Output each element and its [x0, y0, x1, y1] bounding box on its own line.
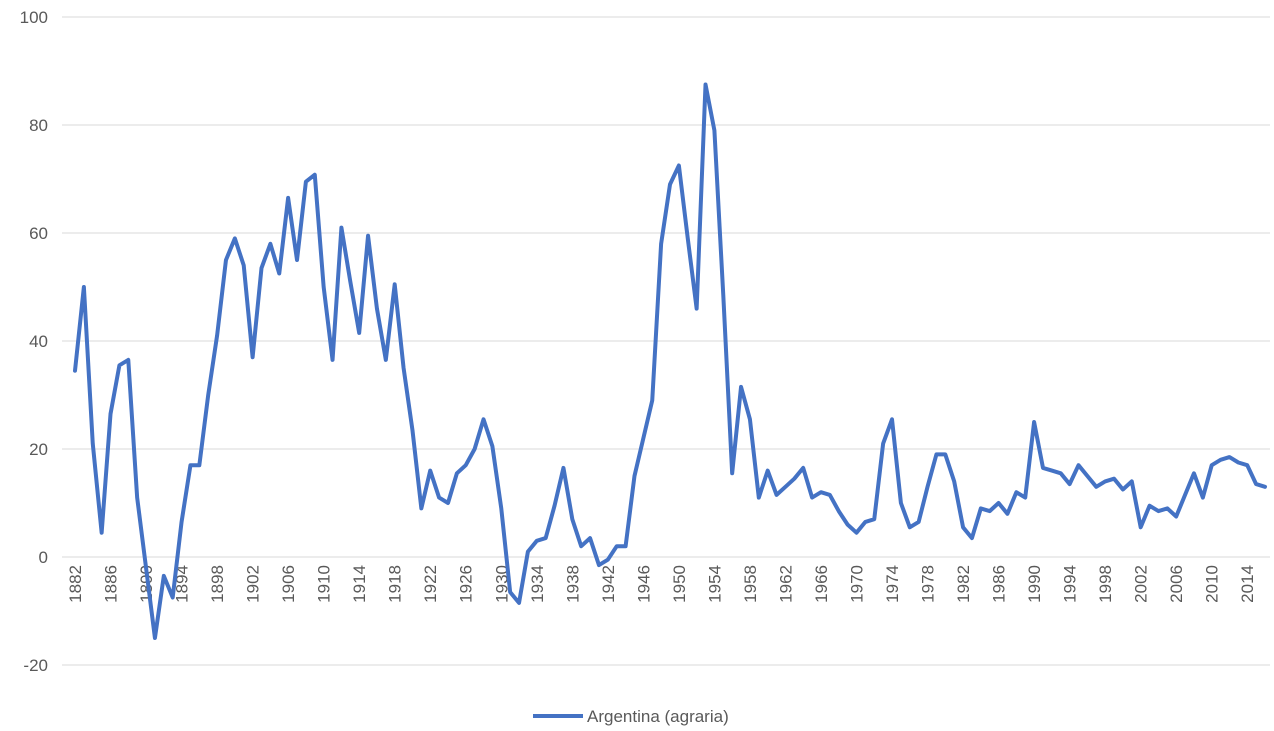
x-tick-label: 1922: [421, 565, 440, 603]
x-tick-label: 1914: [350, 565, 369, 603]
x-tick-label: 1946: [634, 565, 653, 603]
x-tick-label: 2006: [1167, 565, 1186, 603]
x-tick-label: 1962: [776, 565, 795, 603]
data-line: [73, 82, 1267, 640]
x-tick-label: 1958: [741, 565, 760, 603]
x-tick-label: 1986: [990, 565, 1009, 603]
y-tick-label: 80: [29, 116, 48, 135]
y-tick-label: 60: [29, 224, 48, 243]
y-tick-label: 100: [20, 8, 48, 27]
x-tick-label: 2002: [1132, 565, 1151, 603]
x-tick-label: 1898: [208, 565, 227, 603]
x-tick-label: 1934: [528, 565, 547, 603]
x-tick-label: 1950: [670, 565, 689, 603]
x-tick-label: 1974: [883, 565, 902, 603]
x-tick-label: 1954: [705, 565, 724, 603]
y-tick-label: 0: [39, 548, 48, 567]
y-tick-label: 20: [29, 440, 48, 459]
x-tick-label: 1990: [1025, 565, 1044, 603]
x-tick-label: 1886: [102, 565, 121, 603]
x-tick-label: 1994: [1061, 565, 1080, 603]
legend-label: Argentina (agraria): [587, 707, 729, 726]
x-tick-label: 1942: [599, 565, 618, 603]
x-tick-label: 1918: [386, 565, 405, 603]
x-tick-label: 1882: [66, 565, 85, 603]
x-tick-label: 1906: [279, 565, 298, 603]
x-tick-label: 1938: [563, 565, 582, 603]
x-tick-label: 1978: [919, 565, 938, 603]
y-tick-label: 40: [29, 332, 48, 351]
x-tick-label: 2010: [1203, 565, 1222, 603]
x-tick-label: 1982: [954, 565, 973, 603]
x-tick-label: 1926: [457, 565, 476, 603]
x-tick-label: 1966: [812, 565, 831, 603]
x-tick-label: 1998: [1096, 565, 1115, 603]
x-tick-label: 1902: [244, 565, 263, 603]
x-tick-label: 1970: [847, 565, 866, 603]
x-tick-label: 2014: [1238, 565, 1257, 603]
y-tick-label: -20: [23, 656, 48, 675]
x-tick-label: 1910: [315, 565, 334, 603]
